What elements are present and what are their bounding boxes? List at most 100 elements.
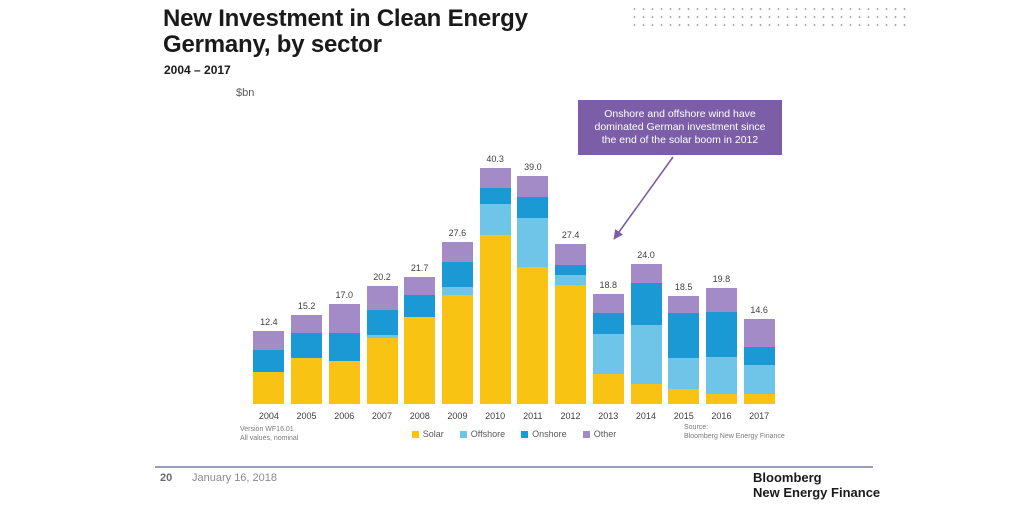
- bar-total-label-2009: 27.6: [448, 228, 467, 239]
- bar-total-label-2013: 18.8: [599, 279, 618, 290]
- bloomberg-logo-line1: Bloomberg: [753, 470, 822, 485]
- page-title: New Investment in Clean Energy Germany, …: [163, 6, 528, 58]
- bar-segment-onshore-2009: [441, 262, 473, 287]
- legend-marker-solar: [411, 430, 419, 438]
- bar-segment-onshore-2012: [555, 265, 587, 276]
- source-footnote: Source: Bloomberg New Energy Finance: [684, 423, 785, 441]
- page-title-line2: Germany, by sector: [163, 31, 382, 58]
- bar-segment-onshore-2013: [592, 313, 624, 334]
- bar-segment-onshore-2016: [705, 312, 737, 357]
- bar-segment-other-2010: [479, 168, 511, 188]
- annotation-box: Onshore and offshore wind have dominated…: [578, 100, 782, 155]
- bar-segment-solar-2012: [555, 285, 587, 404]
- bar-total-label-2012: 27.4: [561, 229, 580, 240]
- legend-item-solar: Solar: [411, 429, 444, 439]
- bar-segment-other-2006: [328, 304, 360, 334]
- bar-segment-other-2008: [404, 276, 436, 296]
- bar-segment-onshore-2004: [253, 349, 285, 372]
- version-footnote: Version WF16.01 All values, nominal: [240, 425, 298, 443]
- legend-marker-other: [582, 430, 590, 438]
- bloomberg-logo: Bloomberg New Energy Finance: [753, 470, 880, 500]
- bar-segment-offshore-2017: [743, 365, 775, 394]
- bar-segment-solar-2010: [479, 235, 511, 404]
- bar-segment-offshore-2010: [479, 203, 511, 236]
- bar-segment-offshore-2007: [366, 334, 398, 339]
- legend-marker-onshore: [521, 430, 529, 438]
- bar-segment-other-2014: [630, 263, 662, 284]
- bar-segment-other-2015: [668, 295, 700, 313]
- bar-segment-onshore-2015: [668, 312, 700, 358]
- legend-item-other: Other: [582, 429, 617, 439]
- bar-segment-solar-2004: [253, 371, 285, 404]
- x-axis-label-2011: 2011: [523, 411, 543, 421]
- bar-total-label-2011: 39.0: [524, 161, 542, 172]
- bar-segment-other-2007: [366, 285, 398, 311]
- decorative-dot-pattern: [630, 5, 906, 29]
- bar-segment-onshore-2006: [328, 333, 360, 361]
- source-footnote-line2: Bloomberg New Energy Finance: [684, 433, 785, 440]
- footer-divider: [155, 466, 873, 468]
- bar-segment-solar-2011: [517, 267, 549, 404]
- bar-segment-solar-2006: [328, 360, 360, 404]
- bar-segment-onshore-2017: [743, 347, 775, 366]
- bar-total-label-2016: 19.8: [712, 274, 731, 284]
- legend-marker-offshore: [459, 430, 467, 438]
- chart-legend: Solar Offshore Onshore Other: [250, 429, 778, 439]
- bar-total-label-2007: 20.2: [373, 271, 391, 282]
- bar-total-label-2010: 40.3: [486, 154, 504, 164]
- legend-label-other: Other: [593, 429, 617, 439]
- x-axis-label-2004: 2004: [258, 411, 279, 421]
- bar-segment-other-2011: [517, 175, 549, 197]
- bar-segment-offshore-2015: [668, 357, 700, 389]
- bar-total-label-2008: 21.7: [410, 262, 429, 273]
- bar-segment-other-2012: [555, 243, 587, 266]
- bar-segment-offshore-2009: [441, 286, 473, 296]
- legend-label-solar: Solar: [422, 429, 444, 439]
- bar-segment-offshore-2012: [555, 275, 587, 286]
- annotation-text: Onshore and offshore wind have dominated…: [594, 108, 766, 146]
- bar-segment-solar-2014: [630, 383, 662, 404]
- x-axis-label-2005: 2005: [296, 411, 317, 421]
- bar-segment-onshore-2007: [366, 310, 398, 335]
- bar-segment-onshore-2011: [517, 196, 549, 219]
- x-axis-label-2007: 2007: [371, 411, 392, 421]
- bar-segment-onshore-2014: [630, 283, 662, 325]
- bar-segment-onshore-2010: [479, 187, 511, 204]
- x-axis-label-2006: 2006: [334, 411, 355, 421]
- bar-segment-offshore-2014: [630, 324, 662, 384]
- footer-date: January 16, 2018: [192, 472, 278, 484]
- bar-segment-other-2004: [253, 331, 285, 350]
- bar-segment-onshore-2008: [404, 295, 436, 317]
- page-title-line1: New Investment in Clean Energy: [163, 5, 528, 32]
- x-axis-label-2015: 2015: [673, 411, 694, 421]
- legend-label-offshore: Offshore: [470, 429, 506, 439]
- bar-segment-onshore-2005: [291, 333, 323, 358]
- bar-segment-solar-2015: [668, 388, 700, 404]
- bar-segment-other-2017: [743, 318, 775, 348]
- bar-segment-solar-2007: [366, 338, 398, 404]
- bar-segment-solar-2017: [743, 394, 775, 404]
- bar-segment-solar-2009: [441, 295, 473, 404]
- x-axis-label-2009: 2009: [447, 411, 468, 421]
- x-axis-label-2013: 2013: [598, 411, 619, 421]
- page-subtitle: 2004 – 2017: [164, 63, 231, 77]
- source-footnote-line1: Source:: [684, 424, 709, 431]
- x-axis-label-2008: 2008: [409, 411, 430, 421]
- y-axis-unit-label: $bn: [236, 87, 255, 99]
- bar-segment-offshore-2016: [705, 356, 737, 394]
- x-axis-label-2016: 2016: [711, 411, 732, 421]
- legend-item-onshore: Onshore: [521, 429, 567, 439]
- bar-segment-other-2009: [441, 242, 473, 263]
- bar-total-label-2017: 14.6: [750, 304, 768, 315]
- bar-segment-other-2016: [705, 288, 737, 313]
- bar-segment-solar-2016: [705, 394, 737, 404]
- version-footnote-line2: All values, nominal: [240, 435, 299, 442]
- x-axis-label-2010: 2010: [485, 411, 506, 421]
- legend-item-offshore: Offshore: [459, 429, 506, 439]
- bar-total-label-2014: 24.0: [637, 249, 655, 260]
- page-number: 20: [160, 472, 173, 484]
- bar-segment-solar-2008: [404, 316, 436, 404]
- bar-total-label-2015: 18.5: [674, 281, 693, 292]
- bar-total-label-2004: 12.4: [260, 317, 278, 328]
- x-axis-label-2014: 2014: [635, 411, 656, 421]
